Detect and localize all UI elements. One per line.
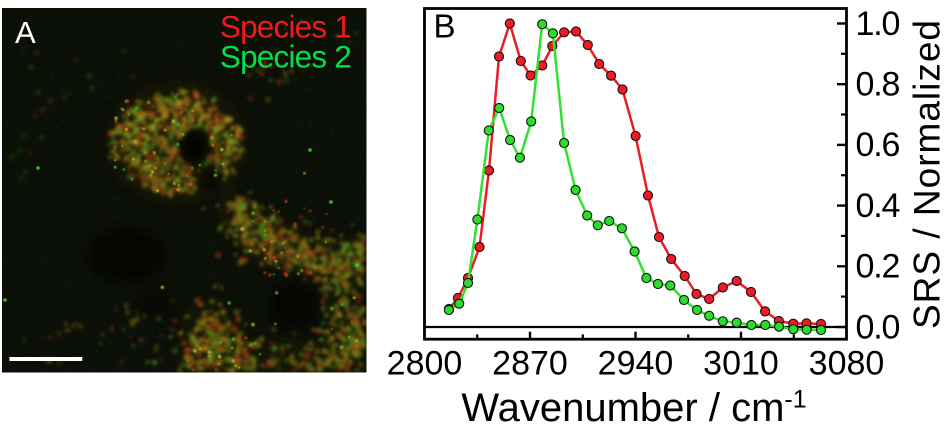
svg-text:3010: 3010 bbox=[703, 345, 779, 383]
svg-text:SRS / Normalized: SRS / Normalized bbox=[907, 19, 948, 329]
svg-text:A: A bbox=[15, 15, 36, 50]
svg-text:0.2: 0.2 bbox=[856, 248, 900, 286]
svg-text:2870: 2870 bbox=[492, 345, 568, 383]
svg-text:0.0: 0.0 bbox=[856, 308, 900, 346]
svg-text:0.6: 0.6 bbox=[856, 126, 900, 164]
svg-text:Species 1: Species 1 bbox=[220, 9, 351, 45]
svg-text:1.0: 1.0 bbox=[856, 5, 900, 43]
svg-text:Species 2: Species 2 bbox=[220, 39, 351, 75]
svg-text:3080: 3080 bbox=[809, 345, 885, 383]
svg-text:0.4: 0.4 bbox=[856, 187, 900, 225]
svg-text:0.8: 0.8 bbox=[856, 66, 900, 104]
svg-text:2940: 2940 bbox=[598, 345, 674, 383]
svg-text:Wavenumber / cm-1: Wavenumber / cm-1 bbox=[461, 386, 806, 425]
svg-text:2800: 2800 bbox=[387, 345, 463, 383]
svg-text:B: B bbox=[434, 8, 456, 45]
